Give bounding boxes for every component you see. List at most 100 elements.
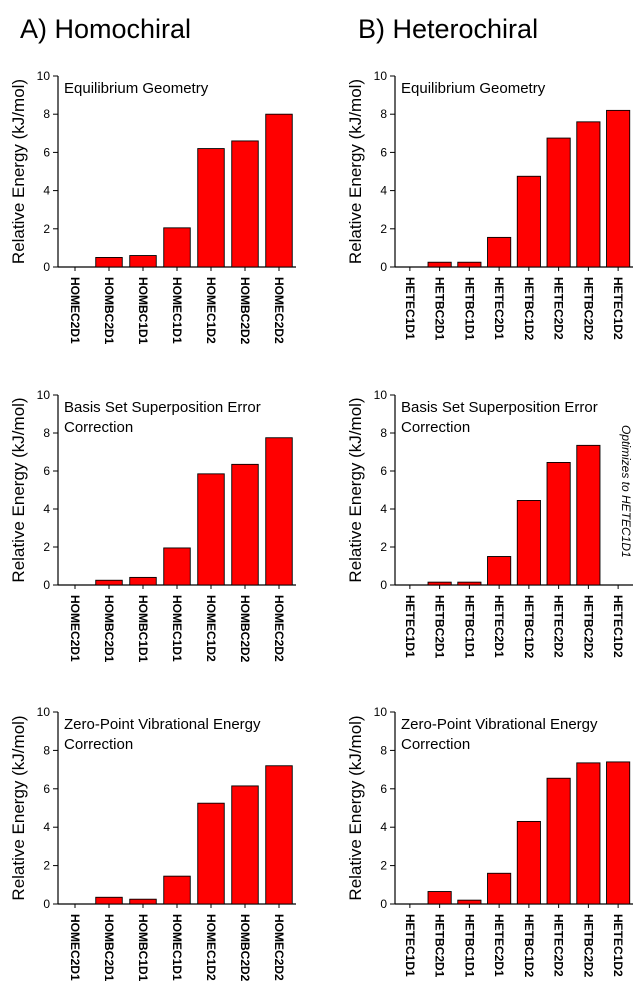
x-category-label: HETBC2D2: [581, 914, 595, 978]
x-category-label: HOMEC1D1: [170, 277, 184, 344]
chart-panel: 0 2 4 6 8 10 Relative Energy (kJ/mol) Zero-Poin…: [9, 705, 296, 982]
bar: [547, 778, 570, 904]
chart-panel: 0 2 4 6 8 10 Relative Energy (kJ/mol) Basis Set…: [346, 388, 633, 659]
y-axis-label: Relative Energy (kJ/mol): [9, 715, 28, 900]
x-category-label: HETBC1D1: [462, 595, 476, 659]
y-tick-label: 10: [37, 705, 51, 719]
bar: [96, 897, 123, 904]
y-tick-label: 2: [380, 859, 387, 873]
x-category-label: HOMEC2D1: [68, 914, 82, 981]
y-tick-label: 10: [374, 705, 388, 719]
x-category-label: HETEC1D2: [611, 277, 625, 340]
x-category-label: HETEC2D1: [492, 277, 506, 340]
y-tick-label: 8: [380, 107, 387, 121]
bar: [577, 122, 600, 267]
x-category-label: HOMEC2D2: [272, 595, 286, 662]
chart-panel: 0 2 4 6 8 10 Relative Energy (kJ/mol) Equilibri…: [346, 69, 633, 341]
chart-panel: 0 2 4 6 8 10 Relative Energy (kJ/mol) Zero-Poin…: [346, 705, 633, 978]
x-category-label: HETEC1D1: [403, 595, 417, 658]
panel-title: Basis Set Superposition Error Correction: [64, 399, 261, 436]
x-category-label: HETEC2D2: [552, 595, 566, 658]
panel-title: Zero-Point Vibrational Energy Correction: [64, 716, 261, 753]
x-category-label: HOMEC2D1: [68, 277, 82, 344]
x-category-label: HETEC2D2: [552, 914, 566, 977]
x-category-label: HOMEC2D1: [68, 595, 82, 662]
x-category-label: HETBC1D2: [522, 914, 536, 978]
y-tick-label: 6: [380, 145, 387, 159]
y-axis-label: Relative Energy (kJ/mol): [346, 79, 365, 264]
bar: [130, 256, 157, 267]
bar: [130, 577, 157, 585]
x-category-label: HOMBC2D2: [238, 595, 252, 663]
x-category-label: HETBC2D2: [581, 277, 595, 341]
bar: [198, 803, 225, 904]
column-title-heterochiral: B) Heterochiral: [358, 14, 538, 44]
x-category-label: HETBC2D1: [433, 277, 447, 341]
y-tick-label: 4: [380, 820, 387, 834]
bar: [577, 445, 600, 585]
bar: [458, 900, 481, 904]
x-category-label: HOMBC1D1: [136, 914, 150, 982]
x-category-label: HETEC1D2: [611, 914, 625, 977]
bar: [266, 438, 293, 585]
y-tick-label: 2: [43, 540, 50, 554]
y-tick-label: 10: [374, 69, 388, 83]
y-tick-label: 4: [380, 502, 387, 516]
bar: [232, 786, 259, 904]
y-tick-label: 0: [380, 260, 387, 274]
x-category-label: HETEC2D2: [552, 277, 566, 340]
y-tick-label: 4: [380, 184, 387, 198]
x-category-label: HETBC2D1: [433, 914, 447, 978]
bar: [488, 557, 511, 586]
y-tick-label: 6: [380, 464, 387, 478]
y-tick-label: 0: [43, 897, 50, 911]
x-category-label: HETBC1D2: [522, 595, 536, 659]
panel-title: Zero-Point Vibrational Energy Correction: [401, 716, 598, 753]
column-title-homochiral: A) Homochiral: [20, 14, 191, 44]
x-category-label: HOMEC2D2: [272, 277, 286, 344]
bar: [458, 582, 481, 585]
y-tick-label: 0: [43, 260, 50, 274]
bar: [517, 821, 540, 904]
bar: [607, 762, 630, 904]
x-category-label: HETBC1D1: [462, 277, 476, 341]
bar: [607, 110, 630, 267]
x-category-label: HOMBC2D2: [238, 914, 252, 982]
bar: [517, 500, 540, 585]
chart-panel: 0 2 4 6 8 10 Relative Energy (kJ/mol) Equilibri…: [9, 69, 296, 345]
bar: [232, 464, 259, 585]
bar: [428, 582, 451, 585]
bar: [547, 462, 570, 585]
bar: [96, 257, 123, 267]
x-category-label: HOMEC1D2: [204, 277, 218, 344]
y-tick-label: 6: [43, 782, 50, 796]
bar: [577, 763, 600, 904]
bar: [428, 892, 451, 904]
y-tick-label: 6: [380, 782, 387, 796]
panel-title: Equilibrium Geometry: [64, 80, 209, 97]
x-category-label: HOMBC1D1: [136, 277, 150, 345]
y-tick-label: 2: [43, 859, 50, 873]
x-category-label: HOMEC2D2: [272, 914, 286, 981]
y-tick-label: 4: [43, 820, 50, 834]
x-category-label: HOMBC2D1: [102, 914, 116, 982]
y-axis-label: Relative Energy (kJ/mol): [346, 397, 365, 582]
panel-title: Equilibrium Geometry: [401, 80, 546, 97]
bar: [232, 141, 259, 267]
y-tick-label: 0: [380, 897, 387, 911]
y-tick-label: 8: [43, 743, 50, 757]
x-category-label: HETEC2D1: [492, 914, 506, 977]
bar: [164, 228, 191, 267]
y-axis-label: Relative Energy (kJ/mol): [9, 79, 28, 264]
y-tick-label: 2: [380, 222, 387, 236]
y-tick-label: 8: [380, 743, 387, 757]
x-category-label: HOMBC1D1: [136, 595, 150, 663]
x-category-label: HETEC1D2: [611, 595, 625, 658]
y-tick-label: 6: [43, 145, 50, 159]
y-tick-label: 0: [43, 578, 50, 592]
bar: [266, 766, 293, 904]
x-category-label: HOMEC1D2: [204, 914, 218, 981]
bar: [428, 262, 451, 267]
y-tick-label: 4: [43, 502, 50, 516]
